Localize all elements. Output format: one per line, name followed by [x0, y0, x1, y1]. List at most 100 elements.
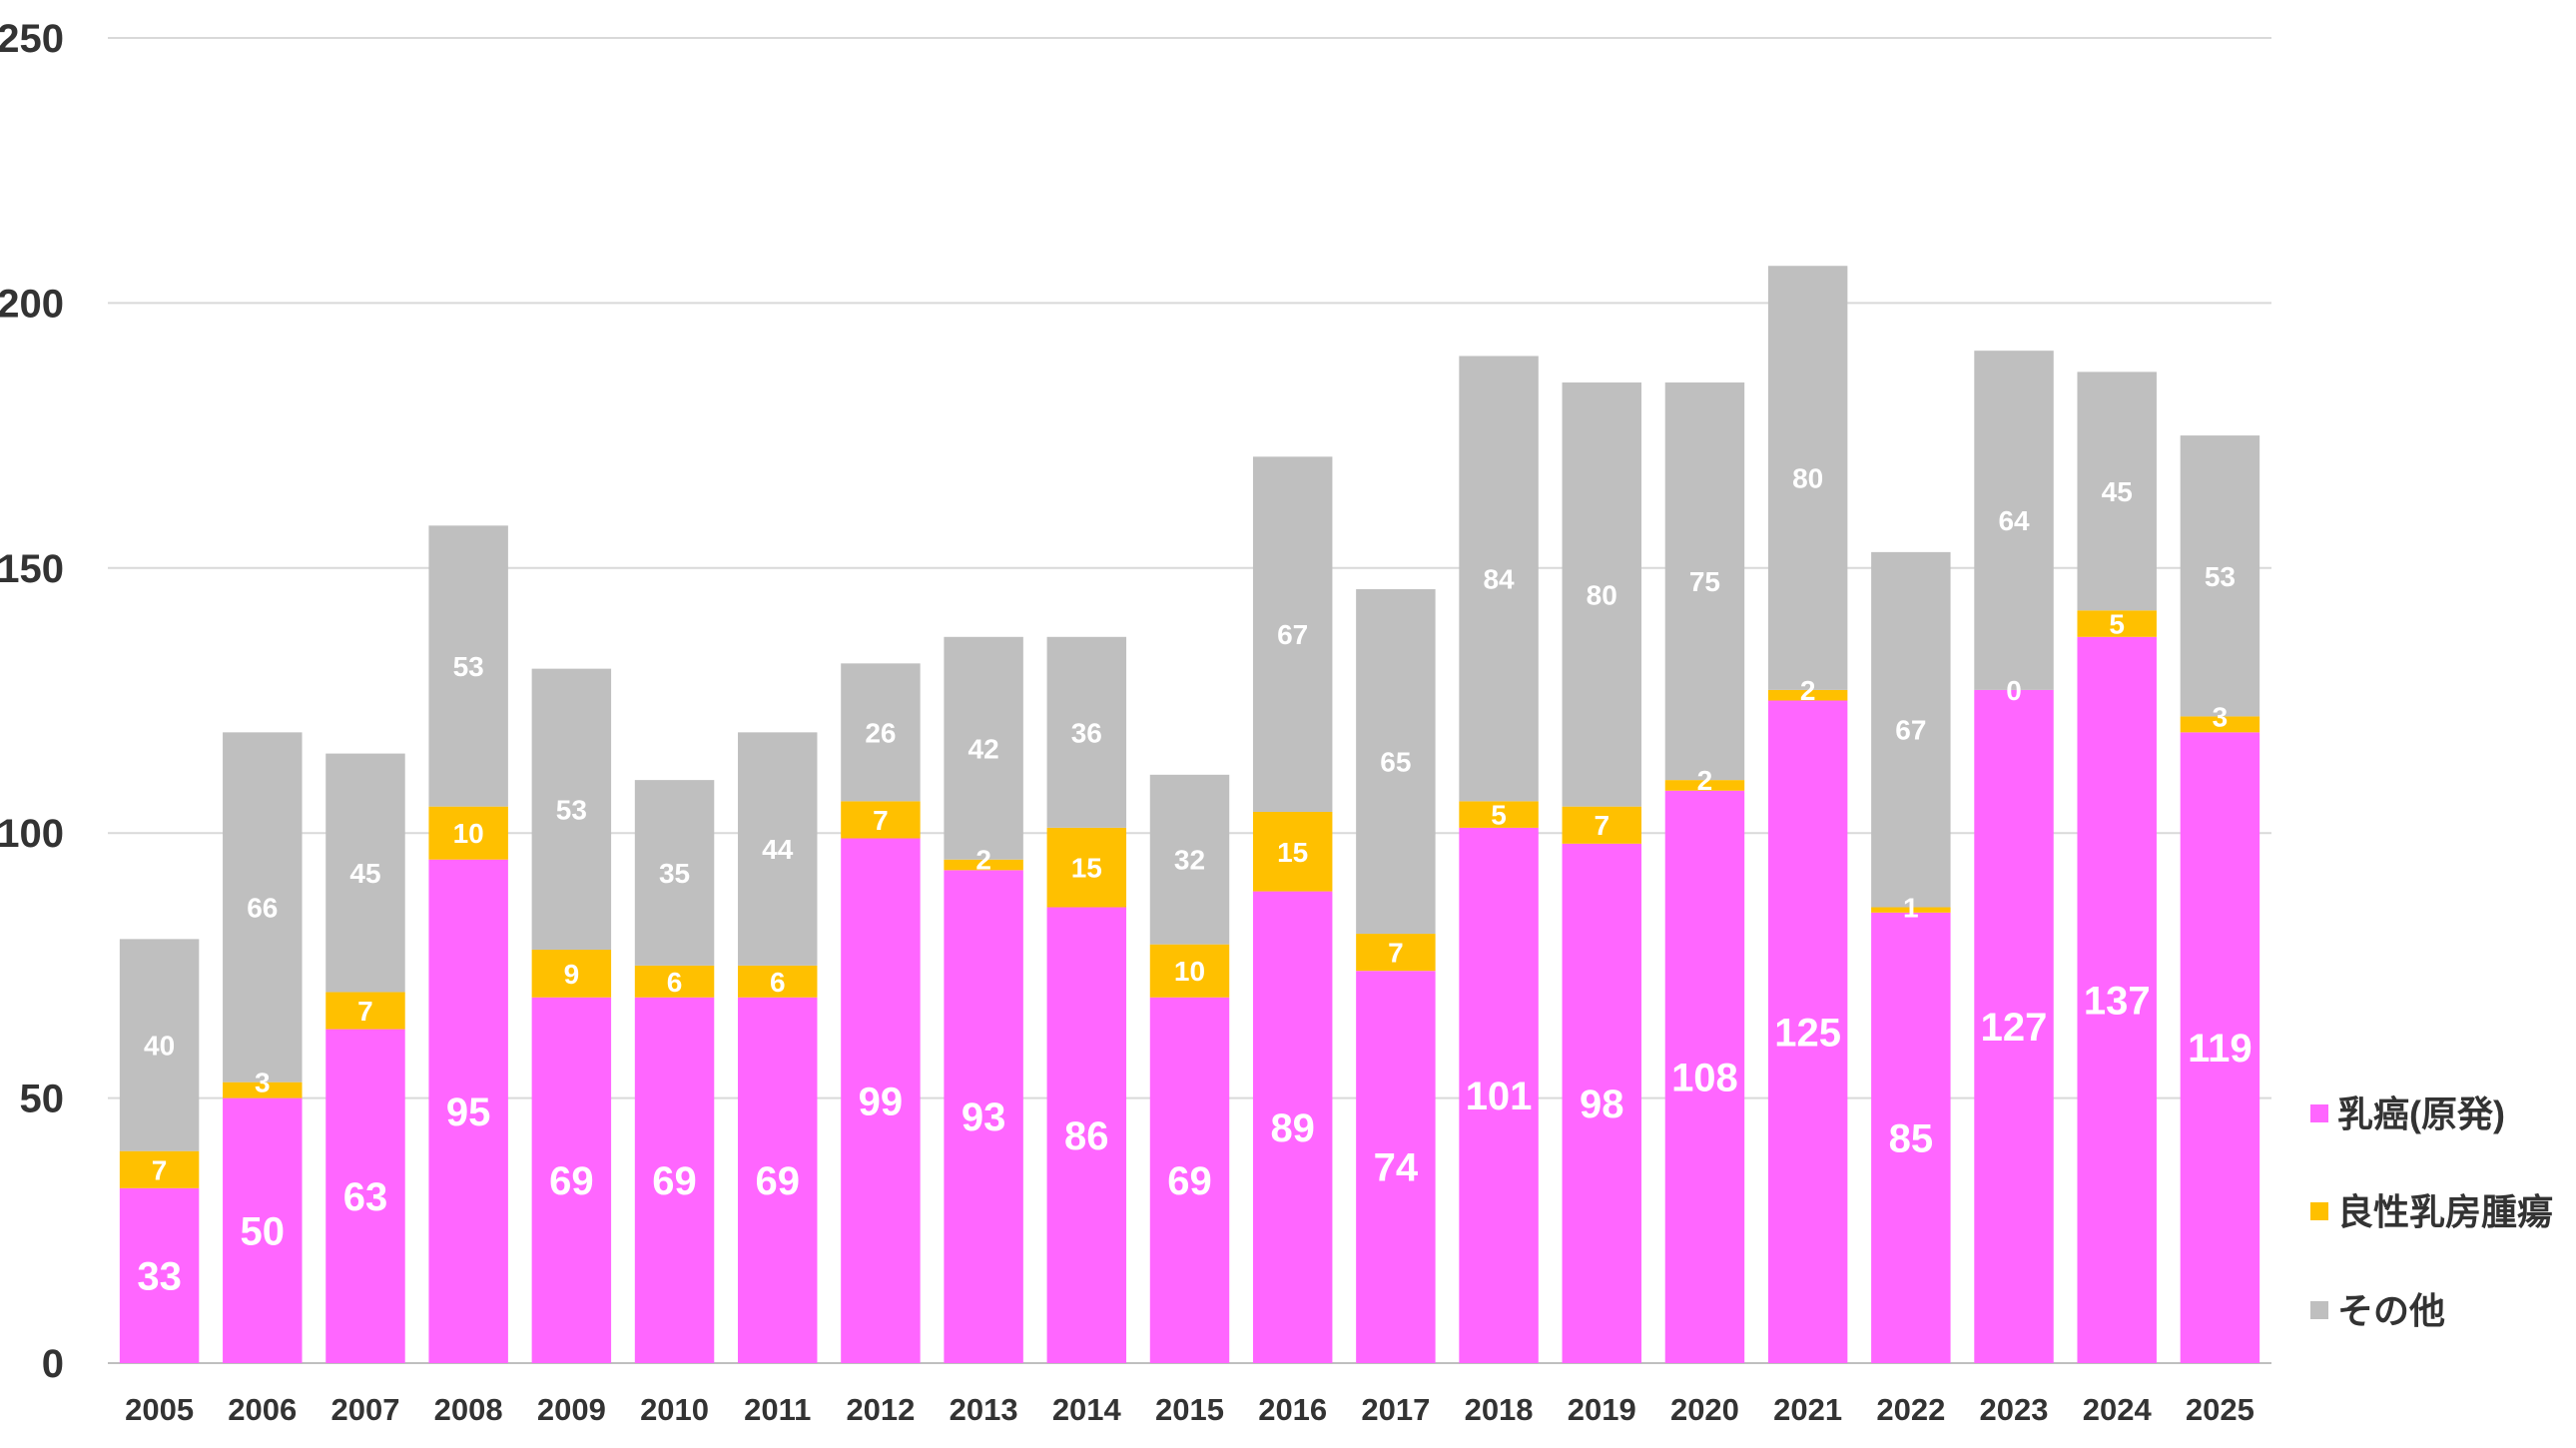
bar-segment-2019-benign [1562, 806, 1641, 844]
bar-segment-2019-cancer [1562, 843, 1641, 1363]
bar-segment-2015-other [1149, 774, 1230, 945]
bar-segment-2024-cancer [2077, 636, 2157, 1363]
bar-segment-2016-benign [1252, 811, 1333, 892]
data-label: 7 [152, 1154, 168, 1185]
bar-segment-2007-cancer [325, 1029, 405, 1363]
bar-segment-2007-other [325, 753, 405, 993]
data-label: 10 [1174, 956, 1205, 987]
x-tick-label: 2016 [1258, 1392, 1327, 1427]
bar-segment-2015-benign [1149, 944, 1230, 998]
data-label: 5 [1491, 800, 1507, 831]
x-axis: 2005 2006 2007 2008 2009 2010 2011 2012 2013 2014… [125, 1392, 2254, 1427]
x-tick-label: 2009 [537, 1392, 606, 1427]
x-tick-label: 2015 [1155, 1392, 1224, 1427]
bar-segment-2012-other [841, 663, 921, 802]
legend-swatch [2310, 1104, 2328, 1122]
data-label: 7 [357, 996, 373, 1027]
x-tick-label: 2007 [330, 1392, 399, 1427]
data-label: 80 [1587, 579, 1617, 610]
data-label: 33 [137, 1254, 182, 1298]
data-label: 67 [1895, 715, 1926, 746]
bar-segment-2017-cancer [1356, 971, 1436, 1363]
data-label: 127 [1981, 1006, 2048, 1050]
data-label: 86 [1064, 1114, 1109, 1158]
y-tick-label: 150 [0, 547, 64, 591]
data-label: 40 [144, 1031, 175, 1062]
x-tick-label: 2025 [2186, 1392, 2254, 1427]
data-label: 15 [1071, 853, 1102, 884]
bar-segment-2011-other [738, 732, 818, 966]
bar-segment-2006-benign [223, 1082, 303, 1098]
bar-segment-2013-cancer [944, 870, 1023, 1363]
bar-segment-2008-other [428, 525, 508, 807]
data-label: 137 [2084, 979, 2151, 1023]
bar-segment-2020-benign [1664, 780, 1745, 791]
y-tick-label: 200 [0, 282, 64, 326]
data-label: 45 [349, 858, 380, 889]
y-axis: 0 50 100 150 200 250 [0, 17, 64, 1386]
bar-series [119, 266, 2260, 1363]
bar-segment-2018-benign [1459, 801, 1539, 828]
x-tick-label: 2019 [1568, 1392, 1636, 1427]
data-label: 44 [762, 834, 794, 865]
bar-segment-2015-cancer [1149, 997, 1230, 1363]
bar-segment-2009-cancer [531, 997, 612, 1363]
data-label: 6 [667, 967, 683, 998]
bar-segment-2020-other [1664, 382, 1745, 781]
data-label: 74 [1374, 1146, 1419, 1190]
data-label: 5 [2109, 609, 2125, 640]
bar-segment-2012-cancer [841, 838, 921, 1363]
data-label: 69 [549, 1159, 594, 1203]
bar-segment-2021-other [1767, 266, 1848, 690]
bar-segment-2018-other [1459, 356, 1539, 802]
bar-segment-2013-other [944, 636, 1023, 860]
data-label: 108 [1671, 1056, 1738, 1099]
data-label: 66 [247, 893, 278, 924]
bar-segment-2014-cancer [1046, 907, 1127, 1363]
data-label: 119 [2188, 1027, 2253, 1071]
data-label: 3 [2213, 701, 2229, 732]
x-tick-label: 2023 [1980, 1392, 2049, 1427]
bar-segment-2012-benign [841, 801, 921, 839]
x-tick-label: 2017 [1361, 1392, 1430, 1427]
x-tick-label: 2010 [640, 1392, 709, 1427]
data-label: 98 [1580, 1083, 1624, 1126]
bar-segment-2023-other [1974, 351, 2054, 690]
bar-segment-2022-cancer [1871, 912, 1951, 1363]
data-label: 101 [1466, 1075, 1533, 1118]
legend-swatch [2310, 1202, 2328, 1220]
data-label: 65 [1380, 747, 1411, 778]
data-label: 7 [1594, 810, 1610, 841]
bar-segment-2005-cancer [119, 1187, 200, 1363]
bar-segment-2016-cancer [1252, 891, 1333, 1363]
data-label: 85 [1889, 1116, 1934, 1160]
bar-segment-2011-benign [738, 965, 818, 998]
data-label: 69 [755, 1159, 800, 1203]
bar-segment-2006-other [223, 732, 303, 1083]
data-label: 93 [962, 1095, 1006, 1139]
bar-segment-2010-cancer [634, 997, 715, 1363]
data-labels: 3374050366637459510536995369635696449972… [137, 463, 2252, 1299]
data-label: 63 [343, 1175, 388, 1219]
bar-segment-2025-benign [2180, 716, 2260, 733]
bar-segment-2022-other [1871, 551, 1951, 908]
data-label: 99 [859, 1080, 904, 1123]
x-tick-label: 2011 [744, 1392, 811, 1427]
data-label: 53 [453, 651, 484, 682]
data-label: 0 [2006, 675, 2022, 706]
bar-segment-2025-other [2180, 435, 2260, 717]
data-label: 67 [1277, 619, 1308, 650]
legend-label: 乳癌(原発) [2337, 1093, 2505, 1134]
data-label: 95 [446, 1090, 491, 1134]
bar-segment-2014-benign [1046, 827, 1127, 908]
bar-segment-2010-benign [634, 965, 715, 998]
y-tick-label: 50 [20, 1078, 65, 1121]
data-label: 69 [1167, 1159, 1212, 1203]
data-label: 15 [1277, 837, 1308, 868]
data-label: 35 [659, 858, 690, 889]
x-tick-label: 2024 [2083, 1392, 2153, 1427]
x-tick-label: 2022 [1876, 1392, 1945, 1427]
bar-segment-2022-benign [1871, 907, 1951, 913]
data-label: 6 [770, 967, 786, 998]
data-label: 53 [556, 794, 587, 825]
